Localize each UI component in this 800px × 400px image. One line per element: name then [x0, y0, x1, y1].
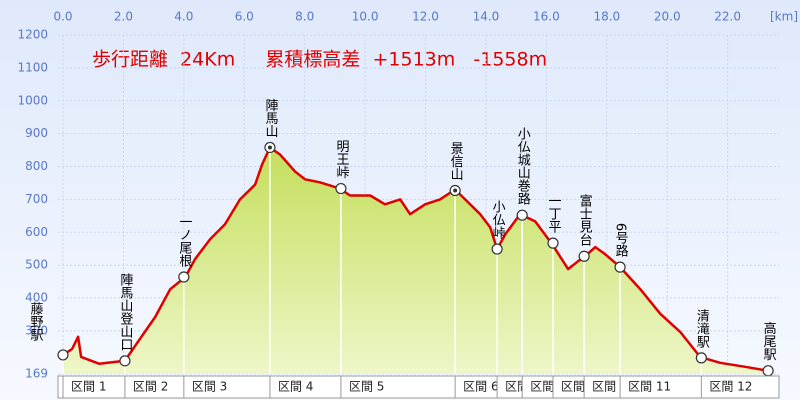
- y-tick-label: 600: [25, 225, 48, 239]
- station-marker: [547, 237, 559, 249]
- station-marker: [178, 271, 190, 283]
- y-tick-label: 900: [25, 126, 48, 140]
- x-tick-label: 4.0: [174, 10, 193, 24]
- elevation-line: [62, 146, 769, 372]
- station-label: 一丁平: [546, 194, 562, 233]
- station-label: 明王峠: [333, 140, 349, 179]
- x-tick-label: 16.0: [533, 10, 560, 24]
- station-marker: [119, 355, 131, 367]
- section-label: 区間 11: [628, 380, 671, 394]
- y-tick-label: 300: [25, 323, 48, 337]
- x-tick-label: 12.0: [412, 10, 439, 24]
- section-label: 区間 1: [71, 380, 106, 394]
- y-tick-label: 169: [25, 367, 48, 381]
- station-marker: [578, 250, 590, 262]
- station-marker: [335, 182, 347, 195]
- station-label: 富士見台: [577, 194, 593, 247]
- station-label: 一ノ尾根: [176, 215, 192, 267]
- y-tick-label: 400: [25, 291, 48, 305]
- station-label: 景信山: [448, 142, 464, 181]
- chart-title: 歩行距離 24Km 累積標高差 +1513m -1558m: [92, 49, 547, 71]
- station-marker: [516, 209, 528, 221]
- station-label: 清滝駅: [694, 309, 710, 349]
- station-label: 陣馬山: [262, 98, 278, 137]
- section-label: 区間 7: [505, 380, 540, 394]
- station-marker: [614, 261, 626, 273]
- y-tick-label: 700: [25, 192, 48, 206]
- station-marker: [57, 349, 69, 361]
- section-label: 区間 10: [592, 380, 635, 394]
- station-label: 陣馬山登山口: [117, 273, 133, 351]
- station-marker: [695, 352, 707, 364]
- x-tick-label: 20.0: [654, 10, 681, 24]
- section-label: 区間 2: [133, 380, 168, 394]
- station-label: 小仏峠: [490, 200, 506, 239]
- y-tick-label: 1200: [17, 28, 48, 42]
- station-marker: [762, 365, 774, 377]
- station-label: 高尾駅: [761, 321, 777, 362]
- station-label: 藤野駅: [28, 302, 44, 342]
- section-label: 区間 3: [192, 380, 227, 394]
- y-tick-label: 500: [25, 258, 48, 272]
- x-unit: [km]: [770, 10, 798, 24]
- x-tick-label: 14.0: [473, 10, 500, 24]
- y-tick-label: 1000: [17, 93, 48, 107]
- x-tick-label: 0.0: [53, 10, 72, 24]
- section-label: 区間 6: [463, 380, 498, 394]
- x-tick-label: 6.0: [235, 10, 254, 24]
- y-tick-label: 800: [25, 159, 48, 173]
- section-label: 区間 9: [561, 380, 596, 394]
- section-label: 区間 8: [530, 380, 565, 394]
- station-label: 6号路: [613, 223, 629, 258]
- summit-marker: [267, 145, 272, 150]
- area-fill: [63, 147, 769, 374]
- x-tick-label: 8.0: [295, 10, 314, 24]
- summit-marker: [453, 188, 458, 193]
- y-tick-label: 1100: [17, 60, 48, 74]
- station-marker: [491, 243, 503, 255]
- x-tick-label: 2.0: [114, 10, 133, 24]
- x-tick-label: 10.0: [352, 10, 379, 24]
- section-label: 区間 4: [278, 380, 313, 394]
- section-strip: [57, 375, 780, 399]
- section-label: 区間 5: [349, 380, 384, 394]
- section-label: 区間 12: [709, 380, 752, 394]
- x-tick-label: 22.0: [714, 10, 741, 24]
- x-tick-label: 18.0: [593, 10, 620, 24]
- station-label: 小仏城山巻路: [515, 127, 531, 205]
